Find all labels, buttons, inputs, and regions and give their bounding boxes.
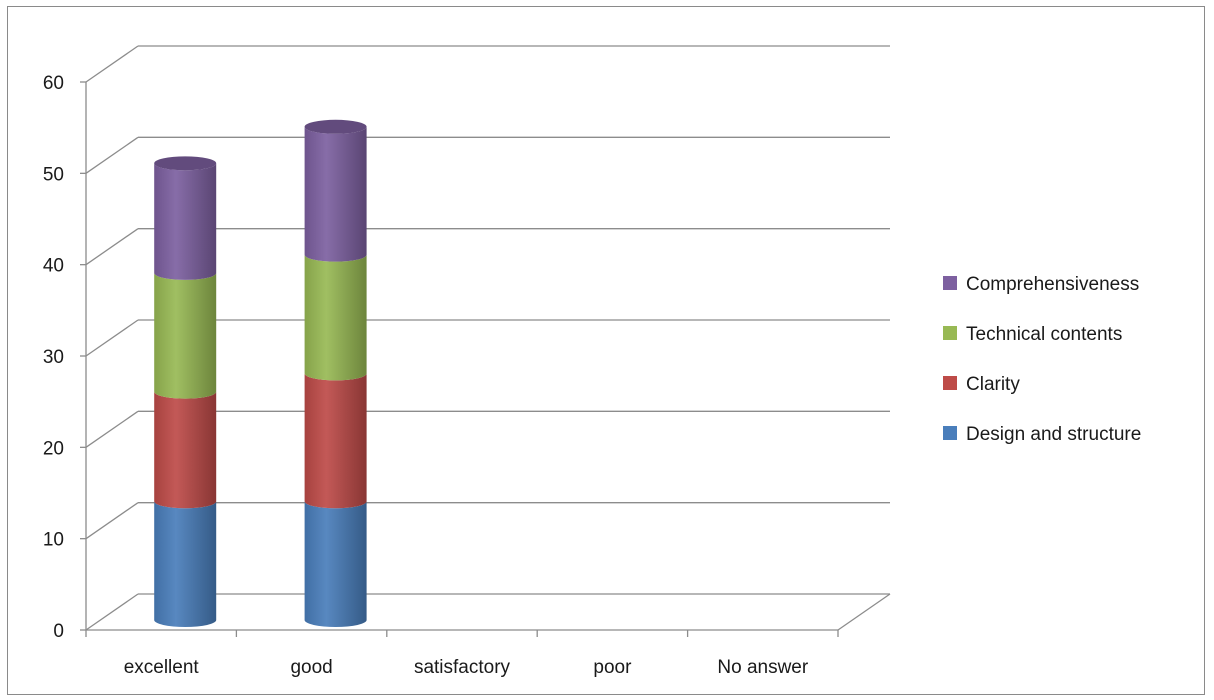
bar-segment [304,254,367,381]
bar-segment-body [154,501,217,628]
bar-segment-body [154,163,217,280]
y-tick-label: 0 [53,621,64,642]
y-tick-label: 50 [43,164,64,185]
gridline-diagonal [85,136,139,174]
y-tick-label: 40 [43,256,64,277]
y-tick-label: 30 [43,347,64,368]
legend-label: Design and structure [966,424,1141,445]
bar-segment-body [304,254,367,381]
legend-swatch [943,426,957,440]
gridline-diagonal [85,410,139,448]
y-tick-label: 20 [43,438,64,459]
legend-item: Technical contents [943,324,1122,345]
legend-label: Comprehensiveness [966,274,1139,295]
bar-segment [154,272,217,399]
gridline-diagonal [85,502,139,540]
x-tick-label: good [290,657,332,678]
legend-swatch [943,376,957,390]
y-tick-label: 60 [43,73,64,94]
gridline-diagonal [85,319,139,357]
x-tick-labels: excellent good satisfactory poor No answer [124,657,809,678]
floor-edge [837,593,891,631]
bar-segment [154,501,217,628]
legend-label: Clarity [966,374,1020,395]
axes [80,81,839,637]
bar-segment-body [304,501,367,628]
y-tick-label: 10 [43,530,64,551]
x-tick-label: satisfactory [414,657,511,678]
legend-item: Design and structure [943,424,1141,445]
bar-segment [154,156,217,280]
bar-segment [304,119,367,262]
bars [154,119,367,628]
gridline-diagonal [85,45,139,83]
y-tick-labels: 0 10 20 30 40 50 60 [43,73,64,642]
x-tick-label: poor [593,657,632,678]
legend-item: Clarity [943,374,1020,395]
bar-segment-body [154,272,217,399]
bar-segment-body [304,373,367,509]
x-tick-label: excellent [124,657,200,678]
bar-top-cap [304,119,367,134]
bar-segment [304,501,367,628]
legend-item: Comprehensiveness [943,274,1139,295]
legend-label: Technical contents [966,324,1122,345]
bar-segment [304,373,367,509]
bar-segment-body [304,126,367,262]
legend-swatch [943,276,957,290]
gridlines [85,45,891,631]
legend-swatch [943,326,957,340]
gridline-diagonal [85,593,139,631]
x-tick-label: No answer [717,657,808,678]
legend: Comprehensiveness Technical contents Clari… [943,274,1141,445]
bar-segment [154,391,217,509]
bar-top-cap [154,156,217,171]
bar-segment-body [154,391,217,509]
gridline-diagonal [85,228,139,266]
